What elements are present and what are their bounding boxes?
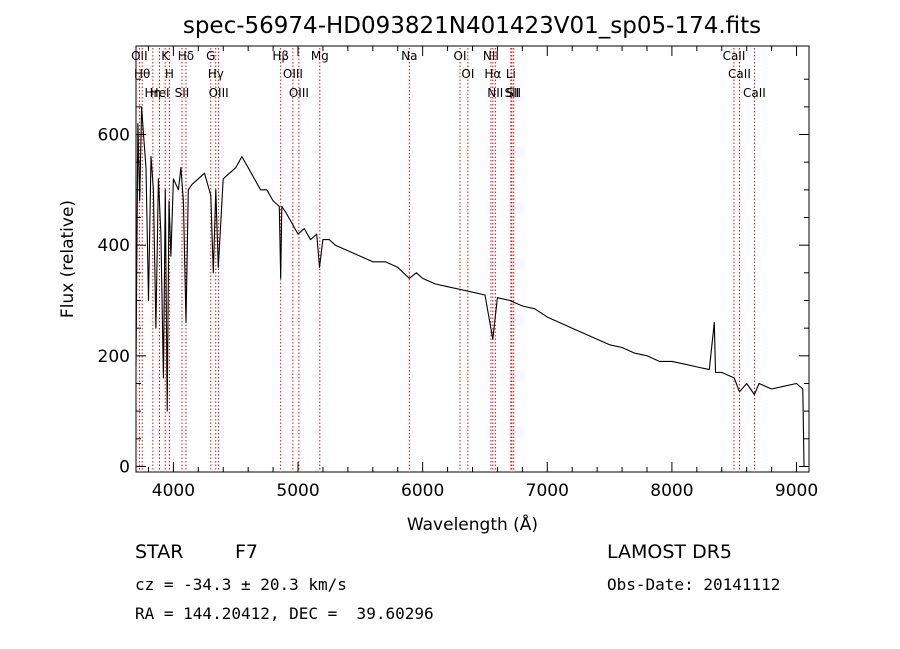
x-tick-label: 9000 xyxy=(775,481,818,501)
line-label: Li xyxy=(506,67,516,81)
x-tick-label: 8000 xyxy=(650,481,693,501)
line-label: NII xyxy=(487,86,503,100)
line-label: Hγ xyxy=(208,67,224,81)
line-label: OI xyxy=(454,49,467,63)
x-axis-label: Wavelength (Å) xyxy=(407,513,538,535)
line-label: NII xyxy=(483,49,499,63)
line-label: SII xyxy=(506,86,521,100)
survey-label: LAMOST DR5 xyxy=(607,541,732,563)
line-label: OIII xyxy=(209,86,229,100)
y-tick-label: 600 xyxy=(98,126,130,146)
line-label: CaII xyxy=(743,86,766,100)
obs-date: Obs-Date: 20141112 xyxy=(607,575,781,594)
y-tick-label: 400 xyxy=(98,236,130,256)
spectrum-line xyxy=(135,106,805,467)
line-label: HeI xyxy=(150,86,170,100)
subclass: F7 xyxy=(235,541,259,563)
line-label: Hδ xyxy=(178,49,194,63)
line-label: CaII xyxy=(728,67,751,81)
line-label: OIII xyxy=(283,67,303,81)
line-label: CaII xyxy=(723,49,746,63)
y-axis-label: Flux (relative) xyxy=(58,200,78,318)
x-tick-label: 6000 xyxy=(401,481,444,501)
plot-frame xyxy=(135,45,810,473)
coordinates-text: RA = 144.20412, DEC = 39.60296 xyxy=(135,604,434,623)
line-label: SII xyxy=(175,86,190,100)
line-label: H xyxy=(165,67,174,81)
line-label: Mg xyxy=(311,49,329,63)
redshift-text: cz = -34.3 ± 20.3 km/s xyxy=(135,575,347,594)
x-tick-label: 4000 xyxy=(152,481,195,501)
chart-title: spec-56974-HD093821N401423V01_sp05-174.f… xyxy=(183,13,761,39)
line-label: OIII xyxy=(289,86,309,100)
y-tick-label: 200 xyxy=(98,347,130,367)
line-label: G xyxy=(206,49,215,63)
line-label: Hα xyxy=(484,67,501,81)
line-label: Hη xyxy=(145,86,162,100)
line-label: Na xyxy=(401,49,417,63)
line-label: Hθ xyxy=(134,67,150,81)
line-label: K xyxy=(161,49,170,63)
object-class: STAR xyxy=(135,541,184,563)
x-tick-label: 5000 xyxy=(276,481,319,501)
x-tick-label: 7000 xyxy=(526,481,569,501)
line-label: Hβ xyxy=(272,49,289,63)
line-label: SII xyxy=(505,86,520,100)
line-label: OII xyxy=(131,49,148,63)
line-label: OI xyxy=(461,67,474,81)
y-tick-label: 0 xyxy=(119,457,130,477)
